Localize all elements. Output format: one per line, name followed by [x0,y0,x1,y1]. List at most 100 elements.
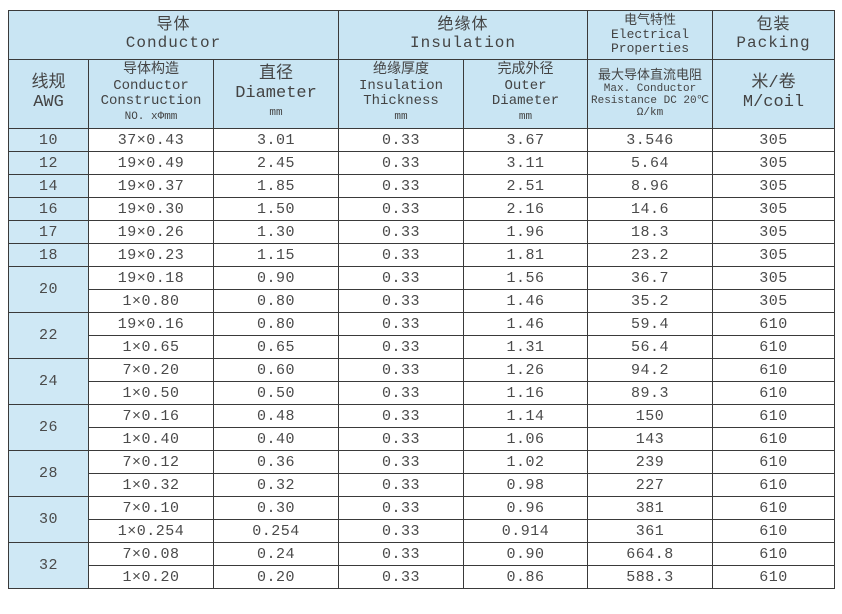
diameter-cell: 1.30 [213,220,339,244]
thickness-cell: 0.33 [338,404,464,428]
diameter-cell: 0.48 [213,404,339,428]
table-row: 10 37×0.43 3.01 0.33 3.67 3.546 305 [8,128,835,152]
construction-cell: 1×0.254 [88,519,214,543]
resistance-cell: 8.96 [587,174,713,198]
meters-per-coil-cell: 305 [712,174,835,198]
diameter-cell: 0.50 [213,381,339,405]
construction-cell: 1×0.32 [88,473,214,497]
meters-per-coil-cell: 610 [712,335,835,359]
construction-cell: 37×0.43 [88,128,214,152]
resistance-cell: 56.4 [587,335,713,359]
thickness-cell: 0.33 [338,128,464,152]
table-row: 1×0.65 0.65 0.33 1.31 56.4 610 [9,335,835,359]
outer-diameter-cell: 1.56 [463,266,588,290]
electrical-en1: Electrical [610,26,689,42]
thickness-cell: 0.33 [338,496,464,520]
outer-diameter-cell: 3.67 [463,128,588,152]
awg-cell: 10 [8,128,89,152]
thickness-cell: 0.33 [338,151,464,175]
diameter-cell: 1.50 [213,197,339,221]
thickness-cell: 0.33 [338,381,464,405]
construction-cell: 19×0.16 [88,312,214,336]
insulation-group-header: 绝缘体 Insulation [338,10,588,60]
outer-header: 完成外径 Outer Diameter mm [463,59,588,129]
thickness-cell: 0.33 [338,542,464,566]
outer-diameter-cell: 1.26 [463,358,588,382]
awg-cell: 14 [8,174,89,198]
resistance-cell: 59.4 [587,312,713,336]
diameter-cell: 0.32 [213,473,339,497]
diameter-cell: 0.254 [213,519,339,543]
conductor-en: Conductor [125,34,222,52]
table-row: 14 19×0.37 1.85 0.33 2.51 8.96 305 [8,174,835,198]
thickness-cell: 0.33 [338,220,464,244]
thickness-cell: 0.33 [338,243,464,267]
resistance-en1: Max. Conductor [603,83,697,95]
construction-header: 导体构造 Conductor Construction NO. xΦmm [88,59,214,129]
outer-diameter-cell: 0.96 [463,496,588,520]
construction-cell: 19×0.49 [88,151,214,175]
awg-cell: 12 [8,151,89,175]
thickness-cell: 0.33 [338,289,464,313]
resistance-cell: 664.8 [587,542,713,566]
awg-cell: 18 [8,243,89,267]
meters-per-coil-cell: 305 [712,289,835,313]
resistance-cell: 588.3 [587,565,713,589]
table-row: 20 19×0.18 0.90 0.33 1.56 36.7 305 [8,266,835,313]
diameter-cell: 1.15 [213,243,339,267]
conductor-group-header: 导体 Conductor [8,10,339,60]
outer-diameter-cell: 1.31 [463,335,588,359]
thickness-cell: 0.33 [338,312,464,336]
diameter-cell: 0.40 [213,427,339,451]
outer-en1: Outer [504,77,547,94]
resistance-cell: 381 [587,496,713,520]
thickness-en1: Insulation [358,77,443,94]
outer-zh: 完成外径 [497,62,554,79]
awg-cell: 17 [8,220,89,244]
diameter-unit: mm [269,107,283,120]
insulation-zh: 绝缘体 [437,16,489,35]
table-row: 30 7×0.10 0.30 0.33 0.96 381 610 [8,496,835,543]
construction-cell: 1×0.65 [88,335,214,359]
diameter-zh: 直径 [259,64,293,84]
construction-zh: 导体构造 [123,62,179,79]
awg-en: AWG [33,93,64,112]
electrical-en2: Properties [610,41,689,57]
diameter-cell: 0.24 [213,542,339,566]
awg-cell: 26 [8,404,89,451]
resistance-en2: Resistance DC 20℃ [591,95,709,108]
construction-cell: 7×0.16 [88,404,214,428]
construction-cell: 1×0.40 [88,427,214,451]
table-row: 1×0.20 0.20 0.33 0.86 588.3 610 [9,565,835,589]
table-row: 16 19×0.30 1.50 0.33 2.16 14.6 305 [8,197,835,221]
packing-zh: 包装 [756,16,791,35]
diameter-cell: 2.45 [213,151,339,175]
outer-diameter-cell: 1.81 [463,243,588,267]
resistance-cell: 227 [587,473,713,497]
construction-cell: 7×0.10 [88,496,214,520]
meters-per-coil-cell: 305 [712,220,835,244]
outer-diameter-cell: 0.98 [463,473,588,497]
thickness-cell: 0.33 [338,174,464,198]
construction-en1: Conductor [113,77,189,94]
awg-zh: 线规 [31,74,66,94]
table-row: 12 19×0.49 2.45 0.33 3.11 5.64 305 [8,151,835,175]
table-row: 26 7×0.16 0.48 0.33 1.14 150 610 [8,404,835,451]
table-row: 1×0.80 0.80 0.33 1.46 35.2 305 [9,289,835,313]
outer-diameter-cell: 1.46 [463,312,588,336]
table-row: 28 7×0.12 0.36 0.33 1.02 239 610 [8,450,835,497]
construction-cell: 7×0.08 [88,542,214,566]
meters-per-coil-cell: 610 [712,404,835,428]
outer-diameter-cell: 2.16 [463,197,588,221]
diameter-cell: 0.30 [213,496,339,520]
diameter-header: 直径 Diameter mm [213,59,339,129]
resistance-cell: 150 [587,404,713,428]
outer-diameter-cell: 1.46 [463,289,588,313]
meters-per-coil-cell: 610 [712,473,835,497]
awg-cell: 30 [8,496,89,543]
outer-diameter-cell: 1.02 [463,450,588,474]
table-row: 1×0.254 0.254 0.33 0.914 361 610 [9,519,835,543]
resistance-cell: 143 [587,427,713,451]
thickness-cell: 0.33 [338,450,464,474]
meters-per-coil-cell: 305 [712,151,835,175]
